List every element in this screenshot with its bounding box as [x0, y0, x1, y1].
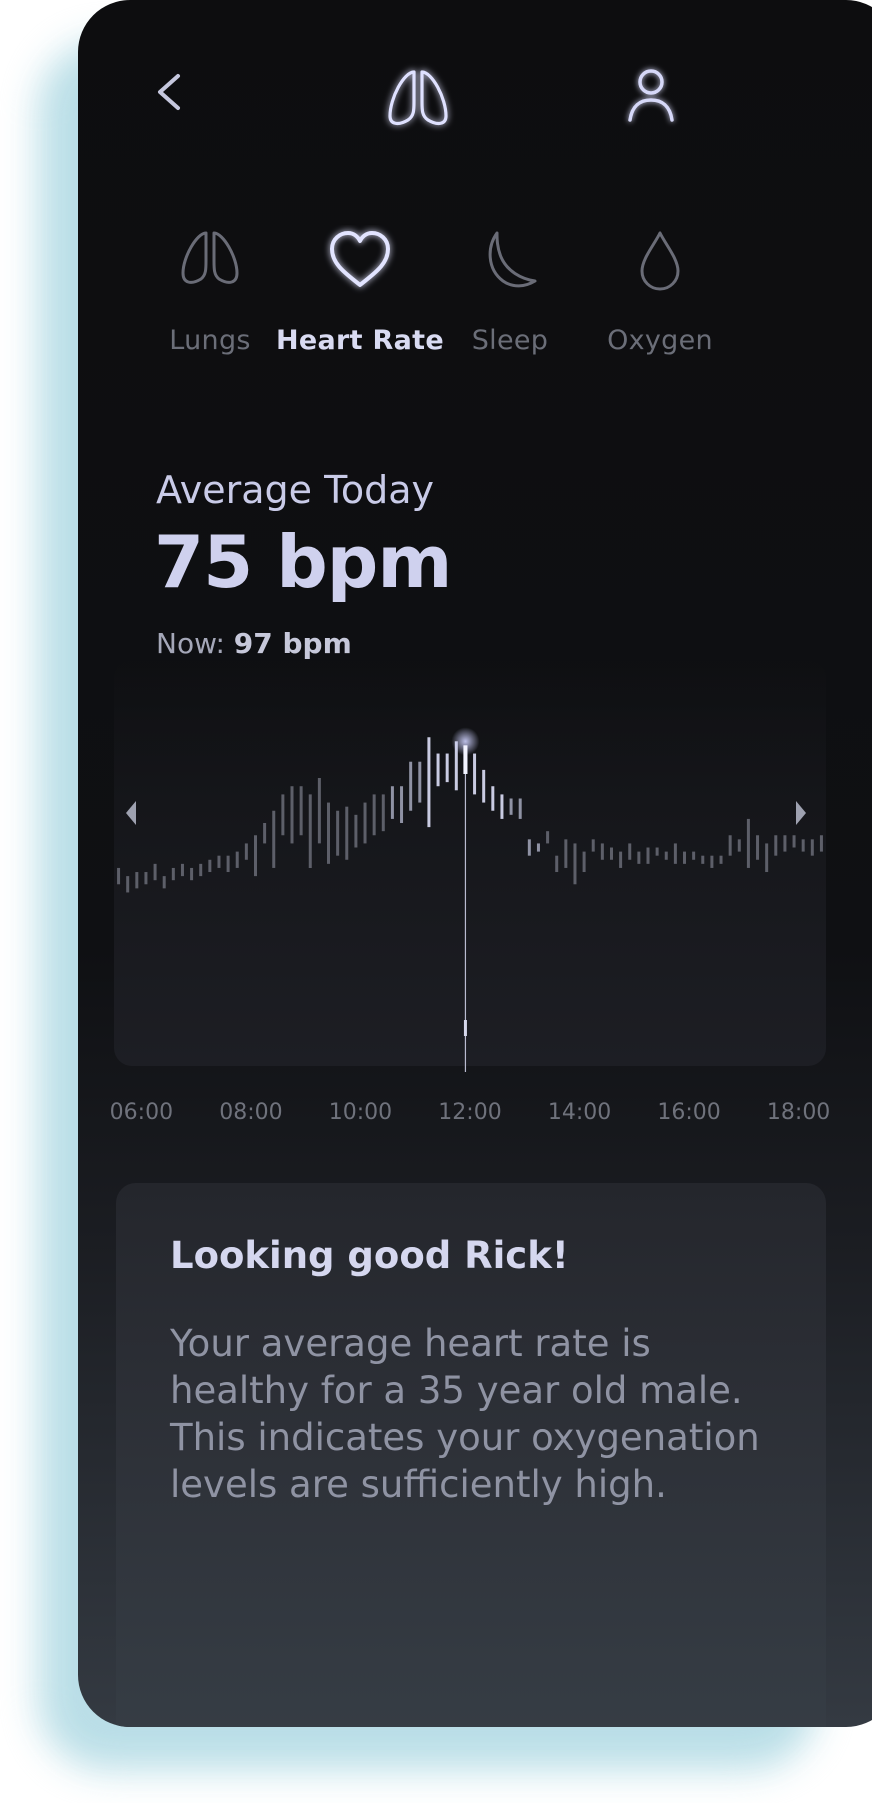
chart-next-button[interactable]	[792, 800, 808, 830]
tab-oxygen[interactable]: Oxygen	[575, 225, 745, 356]
current-value: 97 bpm	[233, 627, 352, 660]
time-axis: 06:00 08:00 10:00 12:00 14:00 16:00 18:0…	[110, 1100, 838, 1130]
tab-sleep[interactable]: Sleep	[425, 225, 595, 356]
tab-lungs[interactable]: Lungs	[125, 225, 295, 356]
insight-card	[116, 1183, 826, 1727]
caret-left-icon	[126, 801, 136, 825]
chevron-left-icon	[158, 74, 180, 110]
x-tick-0: 06:00	[109, 1100, 174, 1125]
average-value: 75 bpm	[154, 520, 452, 604]
current-label: Now:	[156, 627, 225, 660]
selected-point-glow	[451, 727, 480, 756]
tab-label: Oxygen	[607, 325, 713, 356]
heart-icon	[330, 231, 390, 287]
x-tick-2: 10:00	[328, 1100, 393, 1125]
back-button[interactable]	[138, 62, 198, 122]
lungs-icon	[181, 231, 239, 284]
x-tick-5: 16:00	[657, 1100, 721, 1125]
lungs-icon	[388, 70, 448, 126]
moon-icon	[488, 231, 537, 288]
heart-rate-chart	[117, 727, 823, 1072]
user-icon	[628, 69, 674, 122]
x-tick-6: 18:00	[766, 1100, 831, 1125]
caret-right-icon	[796, 801, 806, 825]
tab-heart-rate[interactable]: Heart Rate	[275, 225, 445, 356]
x-tick-3: 12:00	[438, 1100, 502, 1125]
logo	[378, 58, 458, 138]
time-cursor-handle[interactable]	[463, 1020, 467, 1036]
tab-label: Sleep	[471, 325, 549, 356]
profile-button[interactable]	[611, 55, 691, 135]
average-title: Average Today	[156, 468, 435, 512]
current-reading: Now: 97 bpm	[156, 627, 352, 660]
heart-rate-chart-card	[114, 660, 826, 1066]
insight-title: Looking good Rick!	[170, 1234, 569, 1277]
x-tick-1: 08:00	[219, 1100, 283, 1125]
tab-label: Lungs	[169, 325, 251, 356]
chart-prev-button[interactable]	[124, 800, 140, 830]
phone-screen: Lungs Heart Rate Sleep	[78, 0, 872, 1727]
x-tick-4: 14:00	[547, 1100, 612, 1125]
drop-icon	[640, 231, 680, 291]
insight-body: Your average heart rate is healthy for a…	[170, 1322, 760, 1506]
tab-label: Heart Rate	[276, 325, 444, 356]
